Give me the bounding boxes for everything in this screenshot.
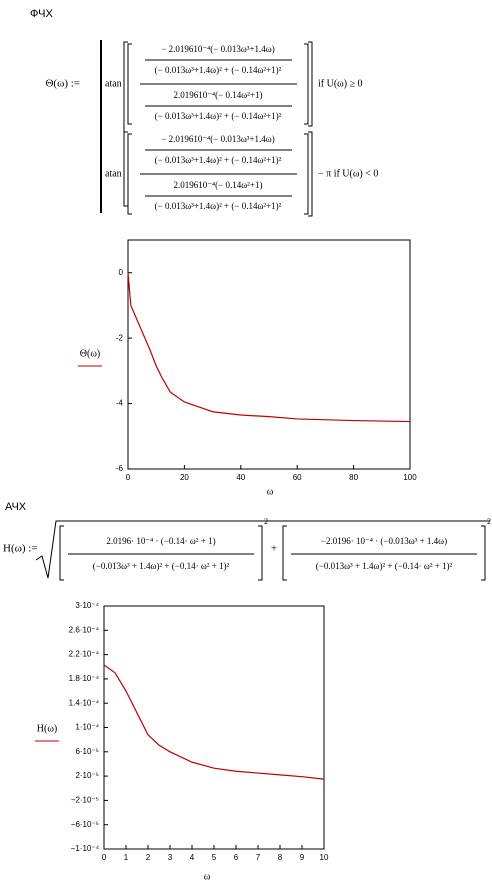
function-name: atan (105, 78, 122, 89)
bracket (481, 525, 486, 581)
denominator: (−0.013ω³ + 1.4ω)² + (−0.14· ω² + 1)² (93, 561, 230, 571)
y-tick-label: −1·10⁻⁴ (71, 844, 100, 853)
numerator: 2.019610⁻⁴(− 0.14ω²+1) (174, 180, 263, 190)
y-tick-label: 1.8·10⁻⁴ (69, 674, 100, 683)
formula-lhs: Θ(ω) := (45, 78, 80, 90)
x-tick-label: 0 (126, 473, 131, 482)
bracket (127, 43, 132, 125)
denominator: (−0.013ω³ + 1.4ω)² + (−0.14· ω² + 1)² (316, 561, 453, 571)
y-tick-label: −2·10⁻⁵ (71, 796, 99, 805)
bracket (123, 131, 128, 207)
y-tick-label: -2 (116, 333, 124, 342)
plot-frame (127, 239, 411, 470)
x-tick-label: 8 (278, 853, 283, 862)
exponent: 2 (264, 517, 268, 526)
y-tick-label: -4 (116, 399, 124, 408)
x-axis-label: ω (204, 871, 211, 881)
bracket (304, 133, 309, 215)
bracket (123, 41, 128, 207)
bracket (127, 133, 132, 215)
x-tick-label: 3 (168, 853, 173, 862)
bracket (258, 525, 263, 581)
x-tick-label: 80 (349, 473, 358, 482)
x-tick-label: 5 (212, 853, 217, 862)
denominator: (− 0.013ω³+1.4ω)² + (− 0.14ω²+1)² (155, 111, 282, 121)
y-tick-label: 1·10⁻⁴ (75, 723, 99, 732)
x-tick-label: 4 (190, 853, 195, 862)
numerator: − 2.019610⁻⁴(− 0.013ω³+1.4ω) (161, 134, 274, 144)
bracket (308, 131, 313, 217)
condition: if U(ω) ≥ 0 (318, 78, 363, 89)
exponent: 2 (487, 517, 491, 526)
x-tick-label: 2 (146, 853, 151, 862)
y-axis-label: Θ(ω) (80, 348, 100, 359)
x-axis-label: ω (267, 486, 274, 497)
denominator: (− 0.013ω³+1.4ω)² + (− 0.14ω²+1)² (155, 65, 282, 75)
x-tick-label: 9 (300, 853, 305, 862)
x-tick-label: 20 (180, 473, 189, 482)
heading: АЧХ (5, 501, 27, 513)
function-name: atan (105, 168, 122, 179)
x-tick-label: 1 (124, 853, 129, 862)
data-line (103, 664, 325, 780)
y-tick-label: 6·10⁻⁵ (75, 747, 99, 756)
numerator: 2.0196· 10⁻⁴ · (−0.14· ω² + 1) (106, 536, 215, 546)
x-tick-label: 100 (403, 473, 417, 482)
heading: ФЧХ (30, 8, 53, 20)
bracket (59, 525, 64, 581)
x-tick-label: 60 (293, 473, 302, 482)
y-tick-label: 2.2·10⁻⁴ (69, 650, 100, 659)
data-line (127, 272, 411, 423)
numerator: 2.019610⁻⁴(− 0.14ω²+1) (174, 90, 263, 100)
sqrt-sign (35, 520, 490, 579)
y-tick-label: 1.4·10⁻⁴ (69, 698, 100, 707)
numerator: − 2.019610⁻⁴(− 0.013ω³+1.4ω) (161, 44, 274, 54)
x-tick-label: 40 (236, 473, 245, 482)
operator: + (271, 543, 277, 555)
y-tick-label: −6·10⁻⁵ (71, 820, 99, 829)
bracket (282, 525, 287, 581)
x-tick-label: 6 (234, 853, 239, 862)
plot-frame (103, 605, 325, 850)
denominator: (− 0.013ω³+1.4ω)² + (− 0.14ω²+1)² (155, 201, 282, 211)
x-tick-label: 7 (256, 853, 261, 862)
bracket (308, 41, 313, 127)
y-tick-label: 0 (119, 268, 124, 277)
x-tick-label: 10 (320, 853, 329, 862)
y-tick-label: -6 (116, 464, 124, 473)
y-axis-label: H(ω) (37, 723, 57, 734)
y-tick-label: 2.6·10⁻⁴ (69, 625, 100, 634)
x-tick-label: 0 (102, 853, 107, 862)
denominator: (− 0.013ω³+1.4ω)² + (− 0.14ω²+1)² (155, 155, 282, 165)
bracket (304, 43, 309, 125)
y-tick-label: 2·10⁻⁵ (75, 771, 99, 780)
formula-lhs: H(ω) := (3, 543, 38, 555)
y-tick-label: 3·10⁻⁴ (75, 601, 99, 610)
numerator: −2.0196· 10⁻⁴ · (−0.013ω³ + 1.4ω) (321, 536, 447, 546)
condition: − π if U(ω) < 0 (318, 168, 378, 179)
